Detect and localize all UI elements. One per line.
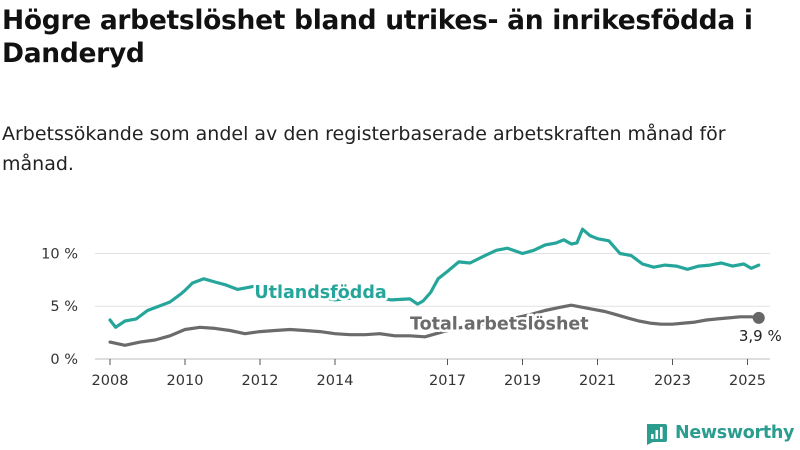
x-tick-label: 2023 — [654, 373, 691, 389]
series-line-total — [108, 303, 761, 347]
newsworthy-logo-icon — [647, 424, 667, 445]
x-tick-label: 2012 — [242, 373, 279, 389]
last-value-point — [752, 311, 765, 324]
chart-title: Högre arbetslöshet bland utrikes- än inr… — [2, 5, 753, 69]
series-layer — [108, 227, 765, 347]
grid-layer — [95, 252, 770, 360]
brand-name: Newsworthy — [675, 423, 795, 443]
x-tick-label: 2014 — [317, 373, 354, 389]
y-tick-label: 10 % — [41, 246, 78, 262]
series-line-utlandsfodda — [108, 227, 761, 329]
chart-subtitle: Arbetssökande som andel av den registerb… — [2, 123, 726, 175]
series-label-utlandsfodda: Utlandsfödda — [254, 283, 386, 303]
x-tick-label: 2010 — [167, 373, 204, 389]
x-axis-ticks: 2008 2010 2012 2014 2017 2019 2021 2023 2025 — [92, 359, 766, 389]
x-tick-label: 2021 — [579, 373, 616, 389]
y-tick-label: 5 % — [50, 299, 78, 315]
x-tick-label: 2019 — [504, 373, 541, 389]
line-chart: 0 %5 %10 % 2008 2010 2012 2014 2017 2019 2021 2… — [41, 227, 782, 389]
newsworthy-brand: Newsworthy — [645, 420, 794, 446]
y-tick-label: 0 % — [50, 352, 78, 368]
series-label-total: Total arbetslöshet — [410, 314, 589, 334]
x-tick-label: 2025 — [729, 373, 766, 389]
x-tick-label: 2017 — [429, 373, 466, 389]
last-value-label: 3,9 % — [739, 327, 782, 345]
series-labels: 3,9 % Utlandsfödda Total arbetslöshet — [252, 280, 782, 345]
x-tick-label: 2008 — [92, 373, 129, 389]
y-axis-ticks: 0 % 5 % 10 % — [41, 246, 78, 368]
